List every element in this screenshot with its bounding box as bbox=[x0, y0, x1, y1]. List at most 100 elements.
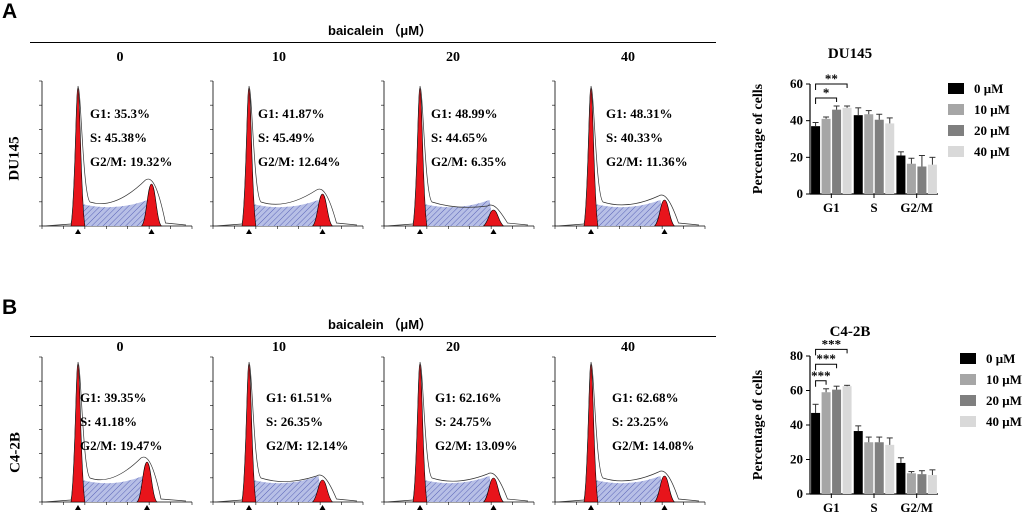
legend-label: 0 μM bbox=[986, 350, 1016, 366]
legend-label: 10 μM bbox=[986, 371, 1022, 387]
x-tick-label: S bbox=[870, 200, 877, 215]
g1-stat: G1: 41.87% bbox=[258, 106, 325, 121]
bar bbox=[811, 412, 821, 494]
legend-item: 20 μM bbox=[960, 390, 1022, 411]
bar bbox=[832, 109, 842, 194]
legend-item: 0 μM bbox=[948, 78, 1010, 99]
g1-stat: G1: 39.35% bbox=[80, 390, 147, 405]
legend-swatch bbox=[960, 374, 976, 385]
legend-item: 10 μM bbox=[960, 369, 1022, 390]
flow-histogram bbox=[210, 80, 364, 234]
significance-label: *** bbox=[822, 336, 842, 351]
bar bbox=[917, 474, 927, 494]
y-tick-label: 40 bbox=[790, 417, 803, 432]
bar bbox=[821, 118, 831, 194]
bar bbox=[927, 164, 937, 194]
bar bbox=[853, 115, 863, 194]
model-envelope bbox=[556, 85, 700, 227]
g1-stat: G1: 35.3% bbox=[90, 106, 150, 121]
condition-title-a: baicalein （μM） bbox=[328, 23, 433, 38]
legend-label: 0 μM bbox=[974, 80, 1004, 96]
s-stat: S: 24.75% bbox=[435, 414, 493, 429]
legend-swatch bbox=[960, 353, 976, 364]
s-phase-region bbox=[251, 476, 323, 502]
x-tick-label: S bbox=[870, 500, 877, 515]
s-phase-region bbox=[80, 476, 147, 502]
legend-c42b: 0 μM 10 μM 20 μM 40 μM bbox=[960, 348, 1022, 432]
g2-peak bbox=[482, 209, 505, 227]
bar-chart-title: DU145 bbox=[827, 46, 873, 62]
s-stat: S: 26.35% bbox=[266, 414, 324, 429]
x-tick-label: G2/M bbox=[900, 500, 933, 515]
dose-label: 20 bbox=[446, 340, 460, 355]
dose-label: 10 bbox=[272, 340, 286, 355]
x-tick-label: G1 bbox=[823, 200, 840, 215]
bar bbox=[906, 163, 916, 194]
s-phase-region bbox=[593, 200, 665, 226]
significance-bracket bbox=[815, 380, 827, 387]
g2-peak bbox=[311, 479, 334, 503]
x-tick-label: G2/M bbox=[900, 200, 933, 215]
significance-bracket bbox=[815, 348, 848, 356]
flow-histogram bbox=[39, 356, 193, 510]
condition-title-b: baicalein （μM） bbox=[328, 317, 433, 332]
g2m-stat: G2/M: 14.08% bbox=[612, 438, 695, 453]
y-tick-label: 0 bbox=[797, 186, 804, 201]
peak-marker bbox=[75, 229, 81, 234]
legend-label: 40 μM bbox=[974, 143, 1010, 159]
s-phase-region bbox=[80, 200, 152, 226]
bar bbox=[864, 442, 874, 494]
legend-label: 20 μM bbox=[974, 122, 1010, 138]
bar bbox=[906, 473, 916, 494]
s-stat: S: 44.65% bbox=[431, 130, 489, 145]
legend-label: 20 μM bbox=[986, 392, 1022, 408]
model-envelope bbox=[43, 85, 187, 227]
bar bbox=[832, 389, 842, 494]
legend-label: 40 μM bbox=[986, 413, 1022, 429]
row-label-a: DU145 bbox=[6, 136, 23, 181]
s-phase-region bbox=[251, 200, 323, 226]
s-stat: S: 45.49% bbox=[258, 130, 316, 145]
row-label-b: C4-2B bbox=[7, 432, 24, 473]
bar bbox=[896, 155, 906, 194]
model-envelope bbox=[556, 361, 700, 503]
legend-label: 10 μM bbox=[974, 101, 1010, 117]
model-envelope bbox=[385, 85, 529, 227]
y-tick-label: 40 bbox=[790, 113, 803, 128]
s-phase-region bbox=[593, 476, 665, 502]
model-envelope bbox=[214, 85, 358, 227]
peak-marker bbox=[144, 505, 150, 510]
bar bbox=[885, 444, 895, 494]
bar-chart-title: C4-2B bbox=[829, 324, 871, 340]
dose-label: 0 bbox=[116, 50, 124, 65]
y-axis-label: Percentage of cells bbox=[751, 83, 766, 194]
model-envelope bbox=[385, 361, 529, 503]
g2m-stat: G2/M: 19.32% bbox=[90, 154, 173, 169]
dose-label: 0 bbox=[116, 340, 124, 355]
bar bbox=[874, 442, 884, 494]
peak-marker bbox=[319, 229, 326, 234]
bar bbox=[821, 392, 831, 494]
g2m-stat: G2/M: 13.09% bbox=[435, 438, 518, 453]
bar bbox=[896, 462, 906, 494]
significance-bracket bbox=[815, 363, 838, 371]
significance-label: *** bbox=[816, 351, 836, 366]
s-phase-region bbox=[422, 476, 494, 502]
g2m-stat: G2/M: 12.14% bbox=[266, 438, 349, 453]
bar bbox=[842, 386, 852, 494]
g2-peak bbox=[482, 477, 505, 503]
condition-rule-a bbox=[30, 42, 716, 43]
bar bbox=[864, 114, 874, 194]
g2-peak bbox=[653, 475, 676, 503]
y-tick-label: 0 bbox=[797, 486, 804, 501]
peak-marker bbox=[588, 505, 594, 510]
flow-histogram bbox=[381, 80, 535, 234]
flow-histogram bbox=[39, 80, 193, 234]
bar bbox=[927, 475, 937, 494]
g2m-stat: G2/M: 19.47% bbox=[80, 438, 163, 453]
g2m-stat: G2/M: 12.64% bbox=[258, 154, 341, 169]
panel-letter-a: A bbox=[2, 0, 18, 23]
dose-label: 10 bbox=[272, 50, 286, 65]
dose-label: 20 bbox=[446, 50, 460, 65]
